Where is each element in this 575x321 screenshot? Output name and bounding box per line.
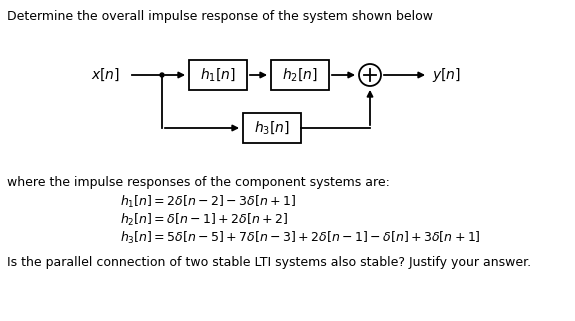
Text: $h_3[n] = 5\delta[n-5] + 7\delta[n-3] + 2\delta[n-1] - \delta[n] + 3\delta[n+1]$: $h_3[n] = 5\delta[n-5] + 7\delta[n-3] + … [120, 230, 481, 246]
Circle shape [160, 73, 164, 77]
Bar [243, 113, 301, 143]
Bar [271, 60, 329, 90]
Text: $h_1[n]$: $h_1[n]$ [200, 66, 236, 83]
Circle shape [359, 64, 381, 86]
Text: Determine the overall impulse response of the system shown below: Determine the overall impulse response o… [7, 10, 433, 23]
Text: Is the parallel connection of two stable LTI systems also stable? Justify your a: Is the parallel connection of two stable… [7, 256, 531, 269]
Text: $h_3[n]$: $h_3[n]$ [254, 120, 290, 136]
Text: where the impulse responses of the component systems are:: where the impulse responses of the compo… [7, 176, 390, 189]
Text: $h_2[n]$: $h_2[n]$ [282, 66, 318, 83]
Text: $h_1[n] = 2\delta[n-2] - 3\delta[n+1]$: $h_1[n] = 2\delta[n-2] - 3\delta[n+1]$ [120, 194, 296, 210]
Text: $h_2[n] = \delta[n-1] + 2\delta[n+2]$: $h_2[n] = \delta[n-1] + 2\delta[n+2]$ [120, 212, 288, 228]
Bar [189, 60, 247, 90]
Text: $y[n]$: $y[n]$ [432, 66, 461, 84]
Text: $x[n]$: $x[n]$ [91, 67, 120, 83]
